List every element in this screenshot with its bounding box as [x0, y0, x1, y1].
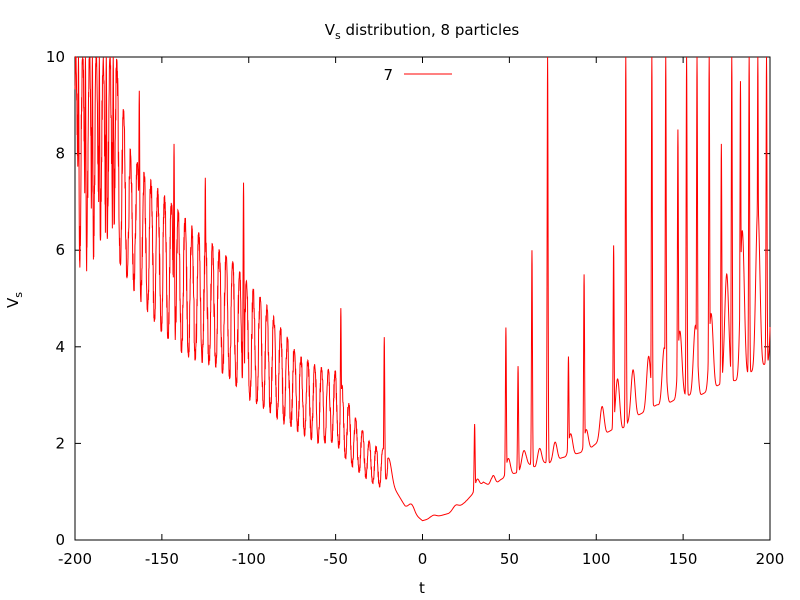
series-line-7	[74, 55, 771, 522]
x-tick-label: -150	[145, 550, 179, 568]
x-tick-label: 0	[418, 550, 428, 568]
y-axis-label-subscript: s	[12, 292, 25, 298]
x-tick-label: 150	[669, 550, 698, 568]
x-tick-label: -200	[58, 550, 92, 568]
x-tick-label: 50	[500, 550, 519, 568]
y-tick-label: 6	[55, 241, 65, 259]
chart-title: Vs distribution, 8 particles	[325, 21, 520, 42]
x-tick-label: 200	[756, 550, 785, 568]
x-tick-label: 100	[582, 550, 611, 568]
chart-title-suffix: distribution, 8 particles	[341, 21, 520, 39]
x-tick-label: -100	[232, 550, 266, 568]
x-tick-label: -50	[323, 550, 348, 568]
chart-title-subscript: s	[335, 29, 341, 42]
chart-title-prefix: V	[325, 21, 336, 39]
y-tick-label: 0	[55, 531, 65, 549]
y-tick-label: 2	[55, 434, 65, 452]
y-axis-label: Vs	[4, 292, 25, 308]
series-group	[74, 55, 771, 522]
y-tick-label: 10	[46, 48, 65, 66]
y-tick-label: 8	[55, 145, 65, 163]
x-axis-ticks: -200 -150 -100 -50 0 50 100 150 200	[58, 57, 784, 568]
legend-label-7: 7	[383, 66, 393, 84]
y-axis-label-main: V	[4, 297, 22, 308]
x-axis-label: t	[419, 579, 425, 597]
y-axis-ticks: 0 2 4 6 8 10	[46, 48, 770, 549]
legend: 7	[383, 66, 452, 84]
y-tick-label: 4	[55, 338, 65, 356]
